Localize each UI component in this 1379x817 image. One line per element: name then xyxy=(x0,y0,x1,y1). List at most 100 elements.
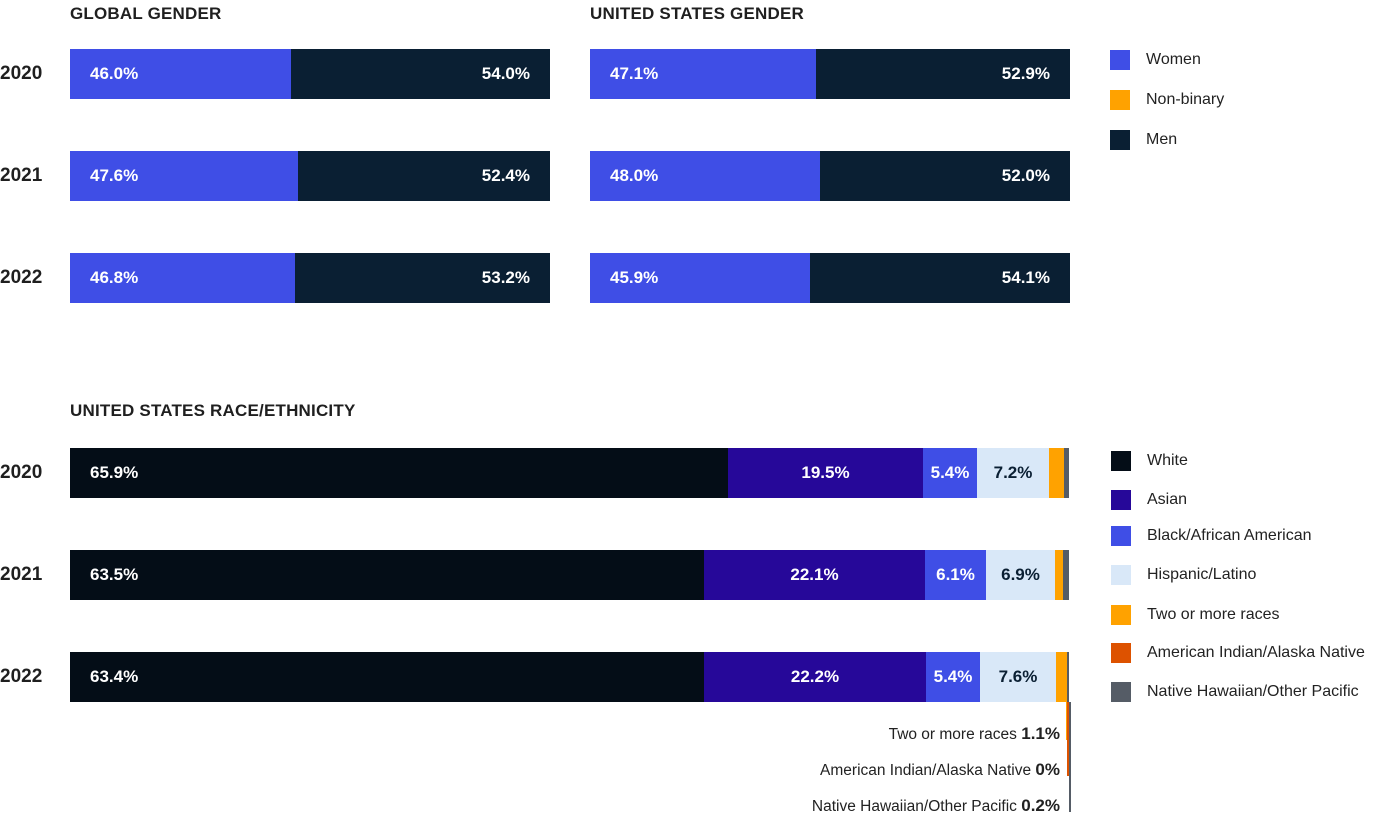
us-gender-title: UNITED STATES GENDER xyxy=(590,4,804,23)
united-states-gender-2021-men-segment: 52.0% xyxy=(820,151,1070,201)
legend-label-women: Women xyxy=(1146,51,1201,68)
legend-item-nonbinary: Non-binary xyxy=(1110,89,1224,111)
united-states-gender-2022-women-segment: 45.9% xyxy=(590,253,810,303)
legend-label-two-or-more: Two or more races xyxy=(1147,606,1280,623)
united-states-race-ethnicity-2021-native-hawaiian-other-pacific-segment xyxy=(1063,550,1069,600)
callout-two-or-more: Two or more races 1.1% xyxy=(889,724,1060,744)
united-states-gender-bar-2021: 48.0%0%52.0% xyxy=(590,151,1070,201)
united-states-race-ethnicity-2021-asian-segment: 22.1% xyxy=(704,550,925,600)
gender-year-label-2020: 2020 xyxy=(0,63,43,84)
global-gender-2021-men-value-label: 52.4% xyxy=(481,166,530,185)
callout-native-hawaiian-value: 0.2% xyxy=(1021,796,1060,815)
legend-swatch-two-or-more xyxy=(1111,605,1131,625)
global-gender-2020-men-value-label: 54.0% xyxy=(481,64,530,83)
legend-swatch-white xyxy=(1111,451,1131,471)
callout-leader-native-hawaiian xyxy=(1069,702,1071,812)
united-states-race-ethnicity-bar-2021: 63.5% 22.1% 6.1% 6.9% xyxy=(70,550,1069,600)
united-states-gender-2020-women-value-label: 47.1% xyxy=(610,64,659,83)
legend-label-asian: Asian xyxy=(1147,491,1188,508)
united-states-race-ethnicity-2020-native-hawaiian-other-pacific-segment xyxy=(1064,448,1069,498)
united-states-gender-2022-men-value-label: 54.1% xyxy=(1001,268,1050,287)
gender-year-label-2021: 2021 xyxy=(0,165,43,186)
united-states-gender-2022-men-segment: 54.1% xyxy=(810,253,1070,303)
united-states-race-ethnicity-2020-asian-value-label: 19.5% xyxy=(801,463,850,482)
legend-label-native-hawaiian: Native Hawaiian/Other Pacific xyxy=(1147,683,1359,700)
legend-item-native-hawaiian: Native Hawaiian/Other Pacific xyxy=(1111,681,1359,703)
united-states-race-ethnicity-2020-asian-segment: 19.5% xyxy=(728,448,923,498)
callout-two-or-more-label: Two or more races xyxy=(888,726,1017,743)
legend-item-men: Men xyxy=(1110,129,1177,151)
global-gender-2020-women-segment: 46.0% xyxy=(70,49,291,99)
united-states-race-ethnicity-2022-asian-segment: 22.2% xyxy=(704,652,926,702)
united-states-race-ethnicity-bar-2022: 63.4% 22.2% 5.4% 7.6% xyxy=(70,652,1069,702)
united-states-race-ethnicity-bar-2020: 65.9% 19.5% 5.4% 7.2% xyxy=(70,448,1069,498)
global-gender-2021-women-segment: 47.6% xyxy=(70,151,298,201)
global-gender-2021-women-value-label: 47.6% xyxy=(90,166,139,185)
legend-item-black: Black/African American xyxy=(1111,525,1312,547)
callout-american-indian: American Indian/Alaska Native 0% xyxy=(820,760,1060,780)
united-states-race-ethnicity-2021-hispanic-latino-segment: 6.9% xyxy=(986,550,1055,600)
legend-label-black: Black/African American xyxy=(1147,527,1312,544)
united-states-gender-2020-men-value-label: 52.9% xyxy=(1001,64,1050,83)
callout-leader-american-indian xyxy=(1067,702,1069,776)
legend-swatch-native-hawaiian xyxy=(1111,682,1131,702)
legend-label-white: White xyxy=(1147,452,1188,469)
united-states-race-ethnicity-2021-black-african-american-value-label: 6.1% xyxy=(936,565,975,584)
legend-item-american-indian: American Indian/Alaska Native xyxy=(1111,642,1365,664)
global-gender-bar-2022: 46.8%0%53.2% xyxy=(70,253,550,303)
legend-swatch-women xyxy=(1110,50,1130,70)
united-states-race-ethnicity-2020-two-or-more-races-segment xyxy=(1049,448,1064,498)
global-gender-bar-2020: 46.0%0%54.0% xyxy=(70,49,550,99)
global-gender-2022-women-segment: 46.8% xyxy=(70,253,295,303)
united-states-race-ethnicity-2020-black-african-american-value-label: 5.4% xyxy=(930,463,970,482)
united-states-race-ethnicity-2022-hispanic-latino-segment: 7.6% xyxy=(980,652,1056,702)
united-states-gender-2022-women-value-label: 45.9% xyxy=(610,268,659,287)
united-states-race-ethnicity-2021-hispanic-latino-value-label: 6.9% xyxy=(1001,565,1040,584)
united-states-race-ethnicity-2020-hispanic-latino-segment: 7.2% xyxy=(977,448,1049,498)
united-states-race-ethnicity-2021-two-or-more-races-segment xyxy=(1055,550,1063,600)
legend-swatch-asian xyxy=(1111,490,1131,510)
legend-swatch-hispanic xyxy=(1111,565,1131,585)
united-states-race-ethnicity-2020-black-african-american-segment: 5.4% xyxy=(923,448,977,498)
legend-swatch-men xyxy=(1110,130,1130,150)
united-states-race-ethnicity-2021-black-african-american-segment: 6.1% xyxy=(925,550,986,600)
united-states-gender-bar-2020: 47.1%0%52.9% xyxy=(590,49,1070,99)
united-states-race-ethnicity-2022-native-hawaiian-other-pacific-segment xyxy=(1067,652,1069,702)
callout-native-hawaiian-label: Native Hawaiian/Other Pacific xyxy=(811,798,1017,815)
united-states-gender-2021-women-value-label: 48.0% xyxy=(610,166,659,185)
united-states-gender-2021-men-value-label: 52.0% xyxy=(1001,166,1050,185)
legend-label-men: Men xyxy=(1146,131,1178,148)
united-states-race-ethnicity-2021-asian-value-label: 22.1% xyxy=(790,565,839,584)
united-states-race-ethnicity-2022-black-african-american-value-label: 5.4% xyxy=(933,667,973,686)
callout-american-indian-label: American Indian/Alaska Native xyxy=(820,762,1032,779)
legend-swatch-nonbinary xyxy=(1110,90,1130,110)
global-gender-2020-men-segment: 54.0% xyxy=(291,49,550,99)
legend-swatch-black xyxy=(1111,526,1131,546)
united-states-race-ethnicity-2022-white-segment: 63.4% xyxy=(70,652,704,702)
united-states-race-ethnicity-2022-asian-value-label: 22.2% xyxy=(790,667,840,686)
legend-item-white: White xyxy=(1111,450,1188,472)
legend-swatch-american-indian xyxy=(1111,643,1131,663)
legend-item-asian: Asian xyxy=(1111,489,1187,511)
united-states-gender-2020-women-segment: 47.1% xyxy=(590,49,816,99)
united-states-race-ethnicity-2022-black-african-american-segment: 5.4% xyxy=(926,652,980,702)
race-year-label-2021: 2021 xyxy=(0,564,43,585)
legend-item-hispanic: Hispanic/Latino xyxy=(1111,564,1256,586)
legend-label-nonbinary: Non-binary xyxy=(1146,91,1225,108)
united-states-gender-bar-2022: 45.9%0%54.1% xyxy=(590,253,1070,303)
global-gender-2022-women-value-label: 46.8% xyxy=(90,268,139,287)
global-gender-2021-men-segment: 52.4% xyxy=(298,151,550,201)
united-states-gender-2021-women-segment: 48.0% xyxy=(590,151,820,201)
united-states-race-ethnicity-2021-white-value-label: 63.5% xyxy=(90,565,139,584)
global-gender-2022-men-value-label: 53.2% xyxy=(481,268,530,287)
legend-label-american-indian: American Indian/Alaska Native xyxy=(1147,644,1365,661)
united-states-race-ethnicity-2020-white-segment: 65.9% xyxy=(70,448,728,498)
callout-leader-two-or-more xyxy=(1066,702,1068,740)
united-states-race-ethnicity-2022-white-value-label: 63.4% xyxy=(90,667,139,686)
united-states-gender-2020-men-segment: 52.9% xyxy=(816,49,1070,99)
united-states-race-ethnicity-2022-two-or-more-races-segment xyxy=(1056,652,1067,702)
global-gender-2022-men-segment: 53.2% xyxy=(295,253,550,303)
united-states-race-ethnicity-2020-hispanic-latino-value-label: 7.2% xyxy=(993,463,1033,482)
united-states-race-ethnicity-2022-hispanic-latino-value-label: 7.6% xyxy=(998,667,1038,686)
callout-two-or-more-value: 1.1% xyxy=(1021,724,1060,743)
